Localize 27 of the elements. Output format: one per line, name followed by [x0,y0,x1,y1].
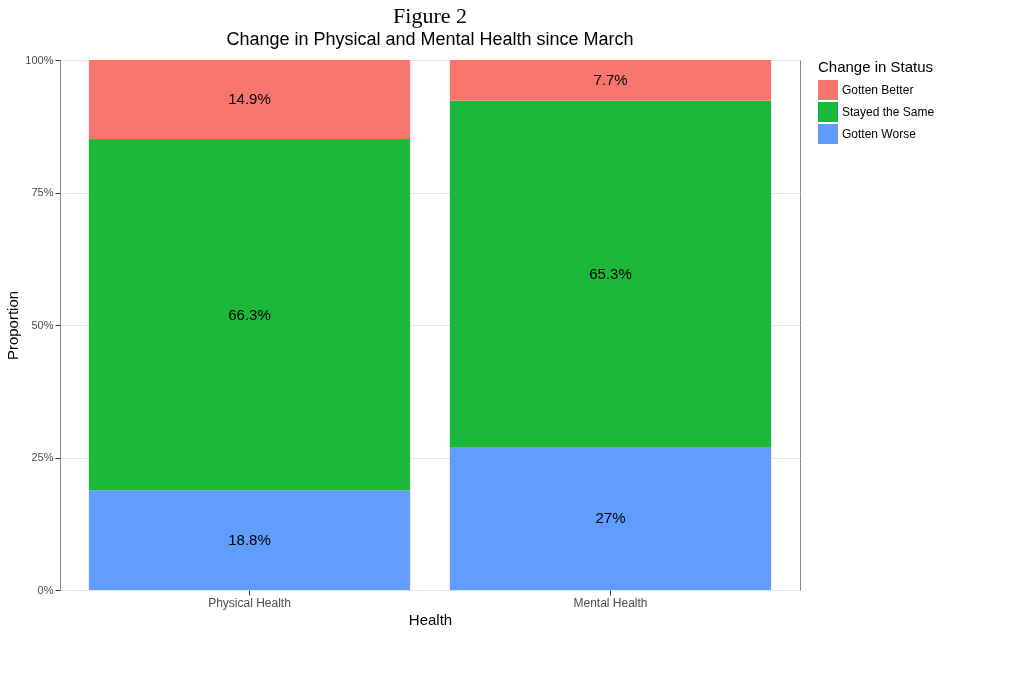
data-label: 7.7% [593,71,628,89]
legend-label: Gotten Worse [842,127,917,141]
bar [449,100,772,447]
bar [88,138,411,491]
chart-subtitle: Change in Physical and Mental Health since March [226,29,634,49]
y-tick-label: 75% [31,186,54,198]
x-tick-label: Mental Health [573,595,648,610]
bar [449,60,772,101]
legend-label: Gotten Better [842,83,914,97]
y-tick-label: 100% [25,53,54,66]
y-tick-label: 50% [31,318,54,331]
bar [88,490,411,590]
data-label: 66.3% [228,305,271,323]
legend-title: Change in Status [818,58,934,75]
legend-label: Stayed the Same [842,105,935,119]
y-tick-label: 0% [37,583,54,596]
y-axis-title: Proportion [4,290,22,361]
data-label: 27% [595,509,626,527]
x-tick-label: Physical Health [208,595,291,610]
data-label: 14.9% [228,90,271,108]
bar [88,60,411,139]
chart-title: Figure 2 [393,3,467,28]
data-label: 65.3% [589,264,632,282]
data-label: 18.8% [228,531,271,549]
y-tick-label: 25% [31,451,54,463]
bar [449,446,772,590]
x-axis-title: Health [408,610,453,628]
